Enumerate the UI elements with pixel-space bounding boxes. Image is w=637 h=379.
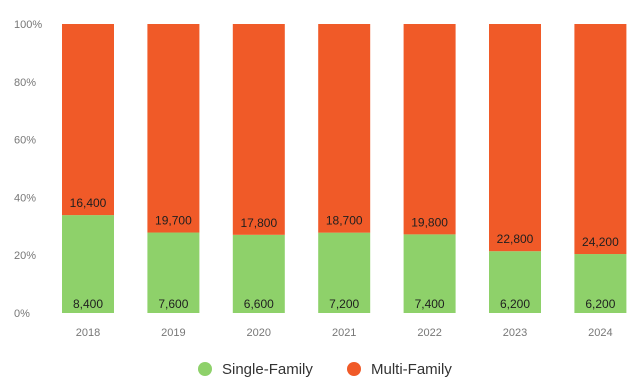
legend-label: Single-Family	[222, 361, 313, 378]
y-tick-label: 60%	[14, 135, 36, 147]
data-label-single-family: 6,200	[585, 297, 615, 311]
x-tick-label: 2018	[76, 327, 100, 339]
data-label-single-family: 6,600	[244, 297, 274, 311]
bar-multi-family	[574, 24, 627, 255]
bar-multi-family	[403, 24, 456, 235]
data-label-single-family: 7,400	[415, 297, 445, 311]
data-label-multi-family: 19,800	[411, 215, 448, 229]
data-label-multi-family: 18,700	[326, 214, 363, 228]
y-tick-label: 40%	[14, 192, 36, 204]
y-tick-label: 20%	[14, 250, 36, 262]
data-label-single-family: 7,200	[329, 297, 359, 311]
x-tick-label: 2019	[161, 327, 185, 339]
bars-group: 8,400 16,400 7,600 19,700 6,600 17,800 7,200 18…	[62, 24, 627, 313]
data-label-multi-family: 22,800	[497, 232, 534, 246]
bar-multi-family	[232, 24, 285, 235]
data-label-single-family: 8,400	[73, 297, 103, 311]
bar-single-family	[318, 232, 371, 313]
bar-single-family	[574, 254, 627, 313]
legend-swatch	[198, 362, 212, 376]
y-tick-label: 0%	[14, 308, 30, 320]
x-tick-label: 2022	[417, 327, 441, 339]
bar-single-family	[62, 215, 114, 313]
x-tick-label: 2020	[247, 327, 271, 339]
bar-single-family	[403, 234, 456, 313]
legend-swatch	[347, 362, 361, 376]
y-tick-label: 100%	[14, 19, 42, 31]
bar-single-family	[489, 251, 541, 313]
y-axis: 0% 20% 40% 60% 80% 100%	[14, 19, 42, 320]
legend: Single-Family Multi-Family	[198, 361, 452, 378]
x-tick-label: 2023	[503, 327, 527, 339]
data-label-single-family: 6,200	[500, 297, 530, 311]
x-tick-label: 2021	[332, 327, 356, 339]
bar-multi-family	[62, 24, 114, 216]
bar-multi-family	[489, 24, 541, 252]
bar-multi-family	[147, 24, 200, 233]
data-label-multi-family: 16,400	[70, 196, 107, 210]
x-axis: 2018 2019 2020 2021 2022 2023 2024	[76, 327, 613, 339]
data-label-multi-family: 19,700	[155, 214, 192, 228]
bar-multi-family	[318, 24, 371, 233]
data-label-single-family: 7,600	[158, 297, 188, 311]
bar-single-family	[232, 234, 285, 313]
data-label-multi-family: 24,200	[582, 235, 619, 249]
x-tick-label: 2024	[588, 327, 612, 339]
y-tick-label: 80%	[14, 77, 36, 89]
bar-single-family	[147, 232, 200, 313]
data-label-multi-family: 17,800	[240, 216, 277, 230]
legend-label: Multi-Family	[371, 361, 452, 378]
